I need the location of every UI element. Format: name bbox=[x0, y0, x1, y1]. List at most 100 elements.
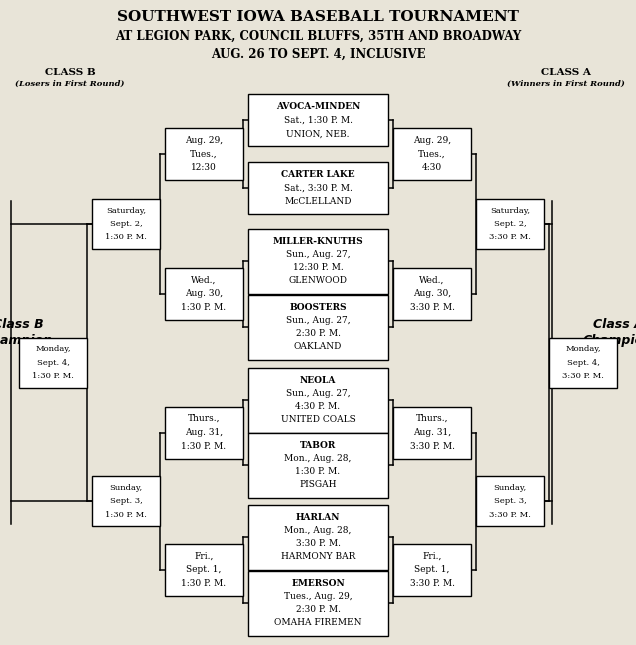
Text: 1:30 P. M.: 1:30 P. M. bbox=[296, 467, 340, 476]
Text: Sunday,: Sunday, bbox=[494, 484, 527, 492]
Text: 3:30 P. M.: 3:30 P. M. bbox=[296, 539, 340, 548]
Text: OAKLAND: OAKLAND bbox=[294, 342, 342, 351]
Bar bbox=[92, 476, 160, 526]
Text: Sunday,: Sunday, bbox=[109, 484, 142, 492]
Text: BOOSTERS: BOOSTERS bbox=[289, 303, 347, 312]
Bar bbox=[248, 570, 388, 635]
Text: Sun., Aug. 27,: Sun., Aug. 27, bbox=[286, 250, 350, 259]
Text: 2:30 P. M.: 2:30 P. M. bbox=[296, 605, 340, 614]
Text: Sat., 3:30 P. M.: Sat., 3:30 P. M. bbox=[284, 183, 352, 192]
Text: Saturday,: Saturday, bbox=[106, 206, 146, 215]
Text: Mon., Aug. 28,: Mon., Aug. 28, bbox=[284, 454, 352, 463]
Bar bbox=[393, 406, 471, 459]
Text: Aug. 31,: Aug. 31, bbox=[413, 428, 451, 437]
Text: GLENWOOD: GLENWOOD bbox=[289, 276, 347, 285]
Text: Sun., Aug. 27,: Sun., Aug. 27, bbox=[286, 316, 350, 325]
Text: CARTER LAKE: CARTER LAKE bbox=[281, 170, 355, 179]
Text: 12:30: 12:30 bbox=[191, 163, 217, 172]
Text: UNION, NEB.: UNION, NEB. bbox=[286, 130, 350, 139]
Text: CLASS A: CLASS A bbox=[541, 68, 591, 77]
Bar bbox=[92, 199, 160, 249]
Bar bbox=[476, 476, 544, 526]
Bar bbox=[248, 433, 388, 497]
Bar bbox=[393, 128, 471, 180]
Text: 4:30 P. M.: 4:30 P. M. bbox=[296, 402, 340, 411]
Text: Tues., Aug. 29,: Tues., Aug. 29, bbox=[284, 592, 352, 601]
Text: Thurs.,: Thurs., bbox=[416, 414, 448, 423]
Text: HARMONY BAR: HARMONY BAR bbox=[281, 552, 355, 561]
Text: NEOLA: NEOLA bbox=[300, 376, 336, 385]
Text: PISGAH: PISGAH bbox=[300, 480, 336, 489]
Text: 12:30 P. M.: 12:30 P. M. bbox=[293, 263, 343, 272]
Bar bbox=[248, 162, 388, 214]
Bar bbox=[248, 228, 388, 293]
Text: OMAHA FIREMEN: OMAHA FIREMEN bbox=[274, 618, 362, 627]
Text: (Winners in First Round): (Winners in First Round) bbox=[507, 80, 625, 88]
Text: AVOCA-MINDEN: AVOCA-MINDEN bbox=[276, 102, 360, 111]
Text: Aug. 31,: Aug. 31, bbox=[185, 428, 223, 437]
Text: TABOR: TABOR bbox=[300, 441, 336, 450]
Bar bbox=[248, 295, 388, 359]
Text: Saturday,: Saturday, bbox=[490, 206, 530, 215]
Bar bbox=[248, 94, 388, 146]
Text: Sept. 3,: Sept. 3, bbox=[494, 497, 527, 505]
Text: Fri.,: Fri., bbox=[422, 551, 441, 561]
Bar bbox=[165, 406, 243, 459]
Text: Sept. 4,: Sept. 4, bbox=[567, 359, 600, 366]
Bar bbox=[393, 268, 471, 320]
Text: 3:30 P. M.: 3:30 P. M. bbox=[410, 579, 455, 588]
Text: Sept. 1,: Sept. 1, bbox=[186, 566, 222, 575]
Text: Sept. 4,: Sept. 4, bbox=[36, 359, 69, 366]
Text: 1:30 P. M.: 1:30 P. M. bbox=[32, 372, 74, 380]
Text: 3:30 P. M.: 3:30 P. M. bbox=[562, 372, 604, 380]
Text: (Losers in First Round): (Losers in First Round) bbox=[15, 80, 125, 88]
Text: EMERSON: EMERSON bbox=[291, 579, 345, 588]
Text: AT LEGION PARK, COUNCIL BLUFFS, 35TH AND BROADWAY: AT LEGION PARK, COUNCIL BLUFFS, 35TH AND… bbox=[115, 30, 521, 43]
Text: 1:30 P. M.: 1:30 P. M. bbox=[105, 233, 147, 241]
Text: Tues.,: Tues., bbox=[190, 150, 218, 159]
Text: Thurs.,: Thurs., bbox=[188, 414, 220, 423]
Text: Aug. 30,: Aug. 30, bbox=[413, 290, 451, 299]
Text: 1:30 P. M.: 1:30 P. M. bbox=[105, 511, 147, 519]
Bar bbox=[393, 544, 471, 596]
Text: 2:30 P. M.: 2:30 P. M. bbox=[296, 329, 340, 338]
Bar bbox=[165, 544, 243, 596]
Text: AUG. 26 TO SEPT. 4, INCLUSIVE: AUG. 26 TO SEPT. 4, INCLUSIVE bbox=[211, 48, 425, 61]
Text: Sat., 1:30 P. M.: Sat., 1:30 P. M. bbox=[284, 115, 352, 124]
Text: 3:30 P. M.: 3:30 P. M. bbox=[410, 303, 455, 312]
Bar bbox=[248, 504, 388, 570]
Text: Sept. 2,: Sept. 2, bbox=[494, 220, 527, 228]
Text: 3:30 P. M.: 3:30 P. M. bbox=[410, 442, 455, 451]
Bar bbox=[165, 128, 243, 180]
Text: 1:30 P. M.: 1:30 P. M. bbox=[181, 579, 226, 588]
Text: 3:30 P. M.: 3:30 P. M. bbox=[489, 233, 531, 241]
Text: Fri.,: Fri., bbox=[195, 551, 214, 561]
Text: Wed.,: Wed., bbox=[191, 275, 217, 284]
Text: SOUTHWEST IOWA BASEBALL TOURNAMENT: SOUTHWEST IOWA BASEBALL TOURNAMENT bbox=[117, 10, 519, 24]
Bar bbox=[549, 337, 617, 388]
Text: Wed.,: Wed., bbox=[419, 275, 445, 284]
Text: Monday,: Monday, bbox=[565, 345, 601, 353]
Text: Tues.,: Tues., bbox=[418, 150, 446, 159]
Bar bbox=[165, 268, 243, 320]
Bar bbox=[19, 337, 87, 388]
Text: Mon., Aug. 28,: Mon., Aug. 28, bbox=[284, 526, 352, 535]
Text: Class A
Champion: Class A Champion bbox=[583, 318, 636, 347]
Text: Sept. 3,: Sept. 3, bbox=[109, 497, 142, 505]
Bar bbox=[476, 199, 544, 249]
Text: UNITED COALS: UNITED COALS bbox=[280, 415, 356, 424]
Text: Class B
Champion: Class B Champion bbox=[0, 318, 53, 347]
Text: CLASS B: CLASS B bbox=[45, 68, 95, 77]
Text: 4:30: 4:30 bbox=[422, 163, 442, 172]
Text: Sept. 2,: Sept. 2, bbox=[109, 220, 142, 228]
Text: 1:30 P. M.: 1:30 P. M. bbox=[181, 442, 226, 451]
Text: Aug. 29,: Aug. 29, bbox=[185, 135, 223, 144]
Text: 1:30 P. M.: 1:30 P. M. bbox=[181, 303, 226, 312]
Text: Aug. 30,: Aug. 30, bbox=[185, 290, 223, 299]
Text: 3:30 P. M.: 3:30 P. M. bbox=[489, 511, 531, 519]
Text: Aug. 29,: Aug. 29, bbox=[413, 135, 451, 144]
Bar bbox=[248, 368, 388, 433]
Text: McCLELLAND: McCLELLAND bbox=[284, 197, 352, 206]
Text: Monday,: Monday, bbox=[35, 345, 71, 353]
Text: Sept. 1,: Sept. 1, bbox=[414, 566, 450, 575]
